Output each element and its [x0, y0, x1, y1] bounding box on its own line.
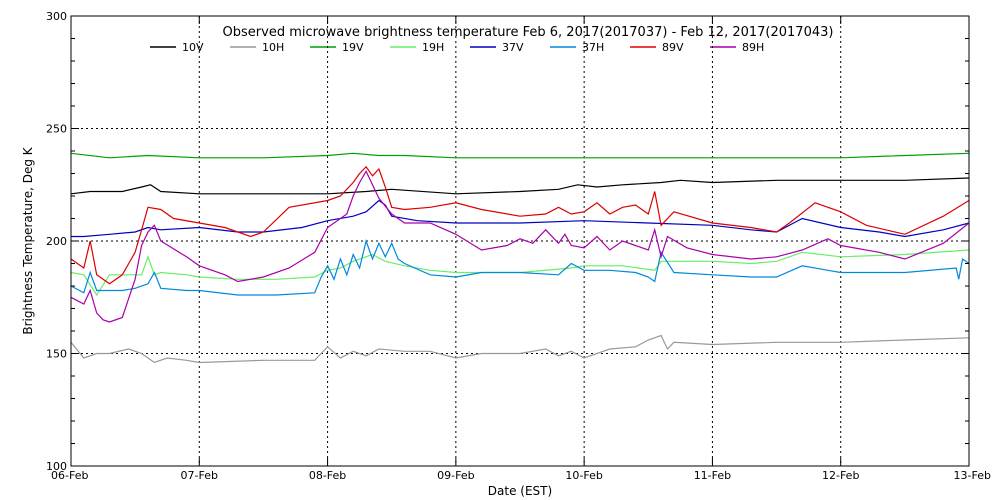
x-axis-ticks: 06-Feb 07-Feb 08-Feb 09-Feb 10-Feb 11-Feb 12-F… [51, 16, 991, 482]
legend: 10V 10H 19V 19H 37V 37H 89V 89H [150, 41, 764, 54]
y-axis-ticks: 100 150 200 250 300 [46, 10, 969, 473]
y-tick-label: 300 [46, 10, 67, 23]
series-layer [70, 152, 970, 364]
legend-label-89H: 89H [742, 41, 764, 54]
series-line-89H [70, 170, 970, 323]
x-tick-label: 13-Feb [954, 469, 991, 482]
legend-label-37V: 37V [502, 41, 524, 54]
series-line-10V [70, 177, 970, 195]
x-tick-label: 10-Feb [565, 469, 602, 482]
y-tick-label: 150 [46, 348, 67, 361]
series-line-37V [71, 199, 970, 238]
series-line-19H [70, 249, 970, 297]
y-tick-label: 200 [46, 235, 67, 248]
plot-frame [70, 15, 970, 467]
x-tick-label: 07-Feb [181, 469, 218, 482]
legend-label-89V: 89V [662, 41, 684, 54]
legend-label-19H: 19H [422, 41, 444, 54]
x-tick-label: 06-Feb [51, 469, 88, 482]
series-line-19V [70, 152, 970, 159]
x-axis-title: Date (EST) [488, 484, 552, 498]
legend-label-10V: 10V [182, 41, 204, 54]
y-axis-title: Brightness Temperature, Deg K [21, 146, 35, 334]
x-tick-label: 11-Feb [694, 469, 731, 482]
series-line-37H [70, 238, 970, 296]
x-tick-label: 12-Feb [822, 469, 859, 482]
legend-label-37H: 37H [582, 41, 604, 54]
x-tick-label: 09-Feb [437, 469, 474, 482]
legend-label-19V: 19V [342, 41, 364, 54]
legend-label-10H: 10H [262, 41, 284, 54]
y-tick-label: 100 [46, 460, 67, 473]
x-tick-label: 08-Feb [309, 469, 346, 482]
y-tick-label: 250 [46, 123, 67, 136]
series-line-89V [70, 165, 970, 285]
grid [71, 16, 969, 466]
chart-title: Observed microwave brightness temperatur… [223, 25, 834, 40]
series-line-10H [70, 334, 970, 364]
